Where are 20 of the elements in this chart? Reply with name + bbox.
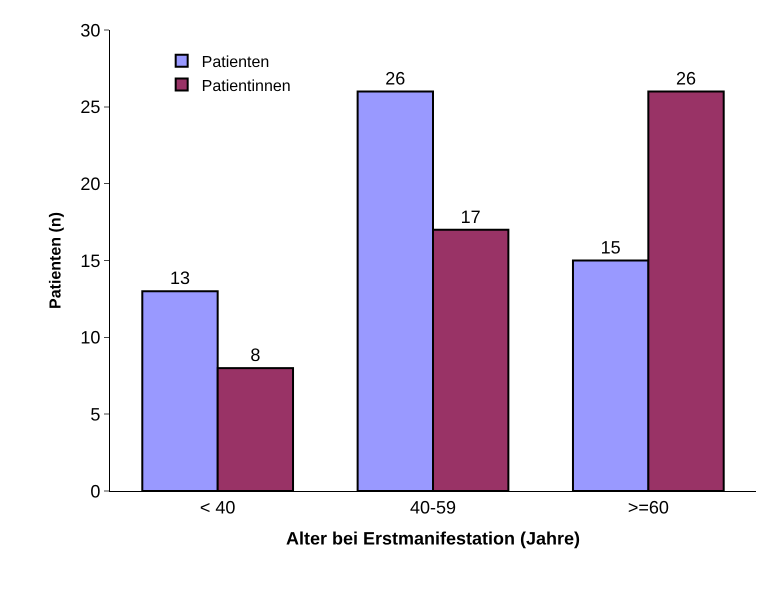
data-label: 26 xyxy=(385,68,406,88)
y-tick-label: 20 xyxy=(80,174,100,194)
y-tick-label: 10 xyxy=(80,328,100,348)
y-tick-label: 30 xyxy=(80,20,100,40)
y-tick-label: 25 xyxy=(80,97,100,118)
x-tick-label: < 40 xyxy=(200,498,236,518)
data-label: 26 xyxy=(676,68,696,88)
data-label: 15 xyxy=(600,238,621,258)
data-label: 17 xyxy=(460,206,481,227)
x-tick-label: 40-59 xyxy=(410,498,456,518)
legend-label: Patienten xyxy=(202,54,270,71)
data-label: 13 xyxy=(170,268,190,288)
data-label: 8 xyxy=(250,345,260,366)
y-tick-label: 15 xyxy=(80,250,100,271)
y-tick-label: 0 xyxy=(90,481,100,502)
y-axis-title: Patienten (n) xyxy=(47,212,64,309)
y-tick-label: 5 xyxy=(90,404,100,424)
x-tick-label: >=60 xyxy=(628,498,669,518)
legend-label: Patientinnen xyxy=(202,78,291,95)
x-axis-title: Alter bei Erstmanifestation (Jahre) xyxy=(286,528,580,549)
